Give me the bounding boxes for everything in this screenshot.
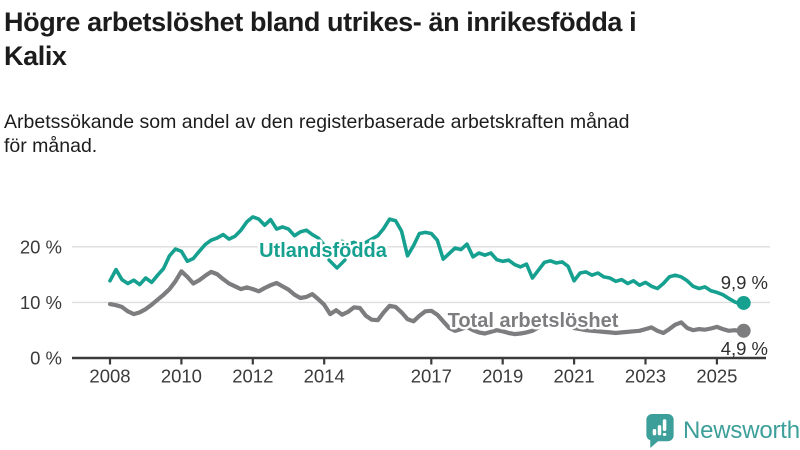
line-utlandsfodda — [108, 215, 746, 306]
newsworthy-logo-icon — [646, 413, 674, 449]
end-value-utlandsfodda: 9,9 % — [721, 272, 768, 293]
x-tick-label: 2021 — [554, 366, 595, 387]
series-label-total: Total arbetslöshet — [448, 310, 619, 332]
end-value-total: 4,9 % — [721, 338, 768, 359]
series-lines — [107, 215, 746, 337]
title-line-2: Kalix — [4, 41, 67, 71]
bar-chart-glyph — [652, 419, 667, 436]
x-tick-label: 2012 — [232, 366, 273, 387]
series-end-dots — [736, 295, 751, 338]
y-axis-labels: 0 % 10 % 20 % — [20, 236, 62, 368]
x-tick-label: 2008 — [89, 366, 130, 387]
end-dot — [736, 323, 751, 338]
end-dot — [736, 295, 751, 310]
y-tick-label: 0 % — [30, 348, 62, 369]
x-tick-label: 2010 — [161, 366, 202, 387]
x-tick-label: 2017 — [411, 366, 452, 387]
page-title: Högre arbetslöshet bland utrikes- än inr… — [4, 5, 792, 73]
x-tick-label: 2025 — [696, 366, 737, 387]
unemployment-line-chart: 2008 2010 2012 2014 2017 2019 2021 2023 2025 0 %… — [20, 215, 770, 387]
x-axis-ticks — [108, 357, 719, 365]
title-line-1: Högre arbetslöshet bland utrikes- än inr… — [4, 7, 637, 37]
x-tick-label: 2014 — [304, 366, 345, 387]
y-tick-label: 10 % — [20, 292, 62, 313]
subtitle-line-2: för månad. — [4, 135, 98, 157]
newsworthy-logo-text: Newsworthy — [683, 416, 800, 444]
x-tick-label: 2019 — [482, 366, 523, 387]
subtitle-line-1: Arbetssökande som andel av den registerb… — [4, 111, 630, 133]
x-axis-labels: 2008 2010 2012 2014 2017 2019 2021 2023 2025 — [89, 366, 737, 387]
line-total — [107, 269, 746, 337]
newsworthy-logo: Newsworthy — [644, 412, 800, 449]
chevron-down-icon — [327, 258, 347, 270]
chart-subtitle: Arbetssökande som andel av den registerb… — [4, 110, 792, 158]
x-tick-label: 2023 — [625, 366, 666, 387]
series-label-utlandsfodda: Utlandsfödda — [259, 240, 388, 262]
gridlines — [72, 246, 770, 304]
y-tick-label: 20 % — [20, 236, 62, 257]
